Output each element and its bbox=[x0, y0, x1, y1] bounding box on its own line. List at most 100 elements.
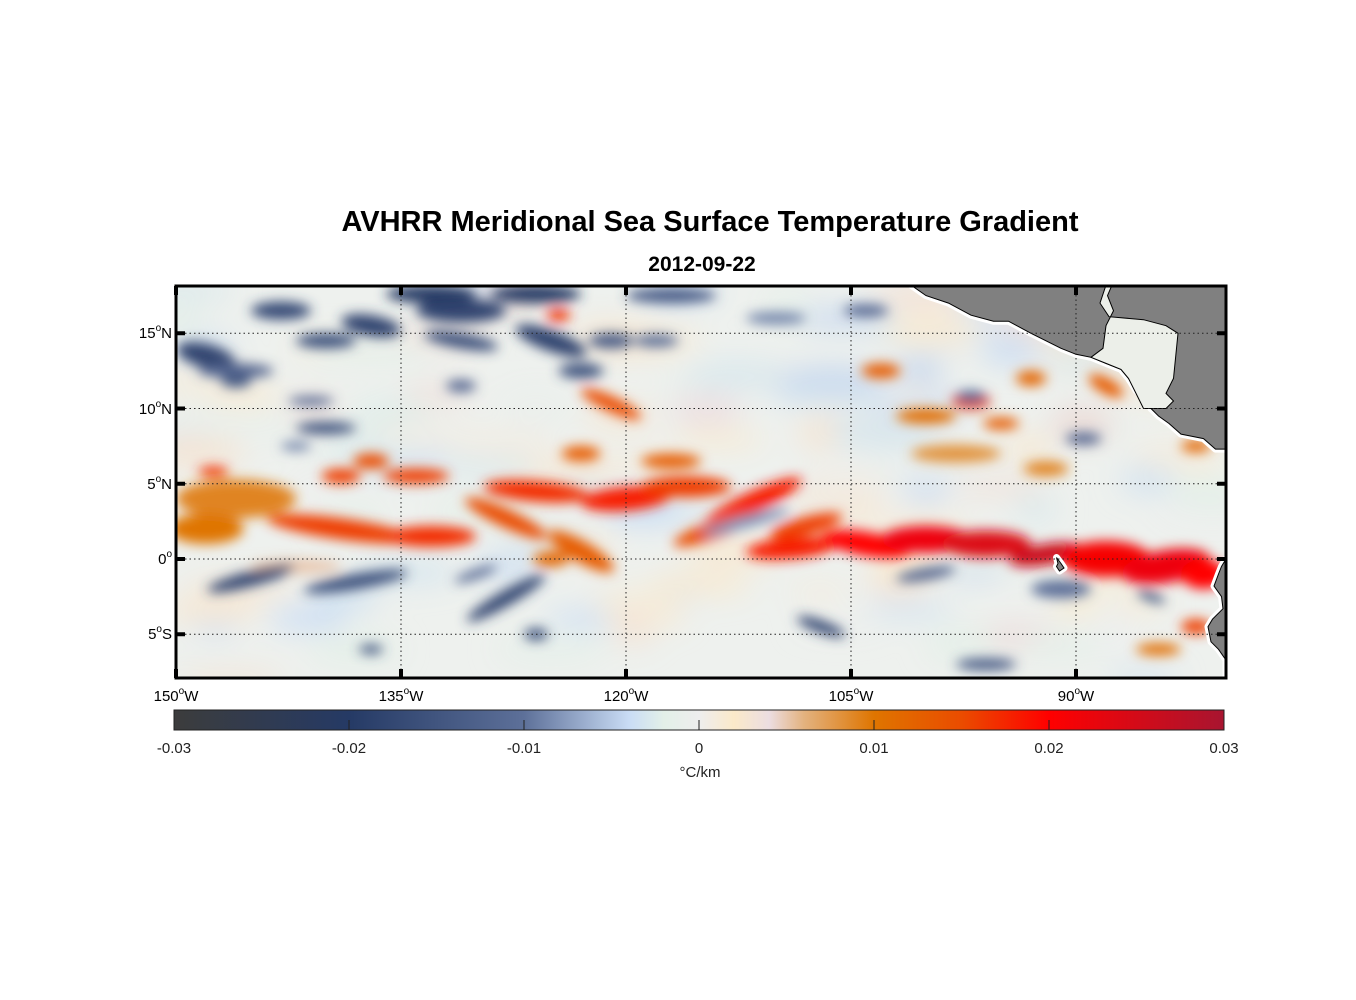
colorbar-tick-label: -0.01 bbox=[506, 740, 542, 757]
cool-front bbox=[416, 298, 506, 323]
colorbar-unit-label: °C/km bbox=[679, 764, 721, 781]
cool-front bbox=[281, 441, 311, 451]
map-frame bbox=[174, 284, 1228, 680]
warm-front bbox=[561, 446, 601, 462]
cool-front bbox=[424, 330, 498, 351]
cool-front bbox=[746, 312, 806, 325]
texture-patch bbox=[670, 394, 743, 425]
cool-front bbox=[1065, 432, 1102, 445]
x-tick-label: 105oW bbox=[828, 686, 874, 705]
texture-patch bbox=[649, 572, 752, 595]
galapagos bbox=[1055, 557, 1065, 572]
texture-patch bbox=[926, 629, 1000, 661]
texture-patch bbox=[176, 286, 234, 303]
y-tick-right bbox=[1217, 406, 1226, 411]
y-tick-label: 10oN bbox=[138, 398, 172, 418]
warm-front bbox=[353, 453, 389, 469]
warm-front bbox=[1181, 619, 1211, 635]
yucatan-gap bbox=[1089, 286, 1179, 409]
warm-front bbox=[176, 479, 296, 519]
warm-front bbox=[176, 513, 244, 544]
texture-patch bbox=[181, 579, 300, 599]
texture-patch bbox=[789, 581, 850, 602]
cool-front bbox=[288, 396, 334, 406]
texture-patch bbox=[952, 477, 1048, 496]
x-tick-bottom bbox=[849, 669, 853, 678]
y-tick-left bbox=[176, 406, 185, 411]
cool-front bbox=[296, 333, 356, 349]
x-tick-label: 90oW bbox=[1057, 686, 1095, 705]
cool-front bbox=[466, 574, 546, 622]
texture-patch bbox=[684, 360, 790, 391]
warm-front bbox=[548, 530, 614, 573]
y-tick-right bbox=[1217, 331, 1226, 336]
cool-front bbox=[702, 508, 790, 535]
y-tick-right bbox=[1217, 557, 1226, 561]
texture-patch bbox=[1049, 408, 1115, 440]
warm-front bbox=[983, 417, 1019, 430]
texture-patch bbox=[769, 387, 881, 407]
texture-patch bbox=[176, 601, 262, 623]
warm-front bbox=[266, 514, 416, 544]
y-tick-label: 0o bbox=[158, 549, 172, 568]
texture-patch bbox=[207, 381, 282, 409]
texture-patch bbox=[496, 633, 607, 664]
cool-front bbox=[454, 565, 498, 583]
texture-patch bbox=[290, 478, 332, 506]
warm-front bbox=[198, 466, 229, 477]
y-tick-label: 5oS bbox=[148, 624, 172, 644]
texture-patch bbox=[268, 607, 347, 631]
texture-patch bbox=[1119, 466, 1177, 495]
x-tick-top bbox=[1074, 286, 1078, 295]
colorbar-tick-label: 0.01 bbox=[859, 740, 889, 757]
texture-patch bbox=[865, 602, 956, 620]
cool-front bbox=[491, 286, 581, 304]
warm-front bbox=[386, 525, 476, 547]
texture-patch bbox=[1003, 436, 1054, 460]
warm-front bbox=[1023, 461, 1069, 477]
cool-front bbox=[341, 314, 401, 338]
cool-front bbox=[515, 324, 587, 357]
x-tick-label: 120oW bbox=[603, 686, 649, 705]
texture-patch bbox=[1167, 476, 1226, 510]
y-tick-left bbox=[176, 557, 185, 561]
warm-front bbox=[1088, 374, 1124, 398]
texture-patch bbox=[176, 670, 286, 678]
colorbar-ticks bbox=[348, 720, 1050, 730]
texture-patch bbox=[309, 635, 401, 663]
warm-front bbox=[941, 530, 1031, 558]
cool-front bbox=[956, 658, 1016, 671]
y-tick-right bbox=[1217, 481, 1226, 486]
x-tick-top bbox=[849, 286, 853, 295]
texture-patch bbox=[462, 430, 554, 459]
texture-patch bbox=[834, 510, 880, 532]
texture-patch bbox=[592, 585, 679, 617]
x-tick-label: 150oW bbox=[153, 686, 199, 705]
cool-front bbox=[198, 363, 274, 379]
cool-front bbox=[386, 286, 476, 304]
cool-front bbox=[896, 566, 956, 582]
texture-patch bbox=[440, 456, 539, 479]
texture-patch bbox=[1013, 494, 1059, 524]
colorbar-tick-label: 0 bbox=[694, 740, 704, 757]
texture-patch bbox=[982, 345, 1041, 366]
cool-front bbox=[1031, 580, 1091, 599]
warm-front bbox=[769, 512, 843, 539]
land-masses bbox=[907, 286, 1226, 678]
colorbar-tick-label: -0.02 bbox=[331, 740, 367, 757]
warm-front bbox=[546, 309, 571, 322]
x-tick-bottom bbox=[399, 669, 403, 678]
warm-front bbox=[1016, 370, 1046, 386]
cool-front bbox=[304, 569, 408, 594]
warm-front bbox=[641, 476, 731, 498]
texture-patch bbox=[498, 388, 576, 425]
y-tick-left bbox=[176, 632, 185, 637]
texture-patch bbox=[583, 403, 656, 428]
y-tick-left bbox=[176, 331, 185, 336]
y-tick-left bbox=[176, 481, 185, 486]
texture-patch bbox=[612, 611, 655, 646]
texture-patch bbox=[805, 467, 881, 497]
warm-front bbox=[705, 477, 802, 526]
texture-patch bbox=[367, 424, 443, 442]
colorbar-tick-label: 0.03 bbox=[1209, 740, 1239, 757]
